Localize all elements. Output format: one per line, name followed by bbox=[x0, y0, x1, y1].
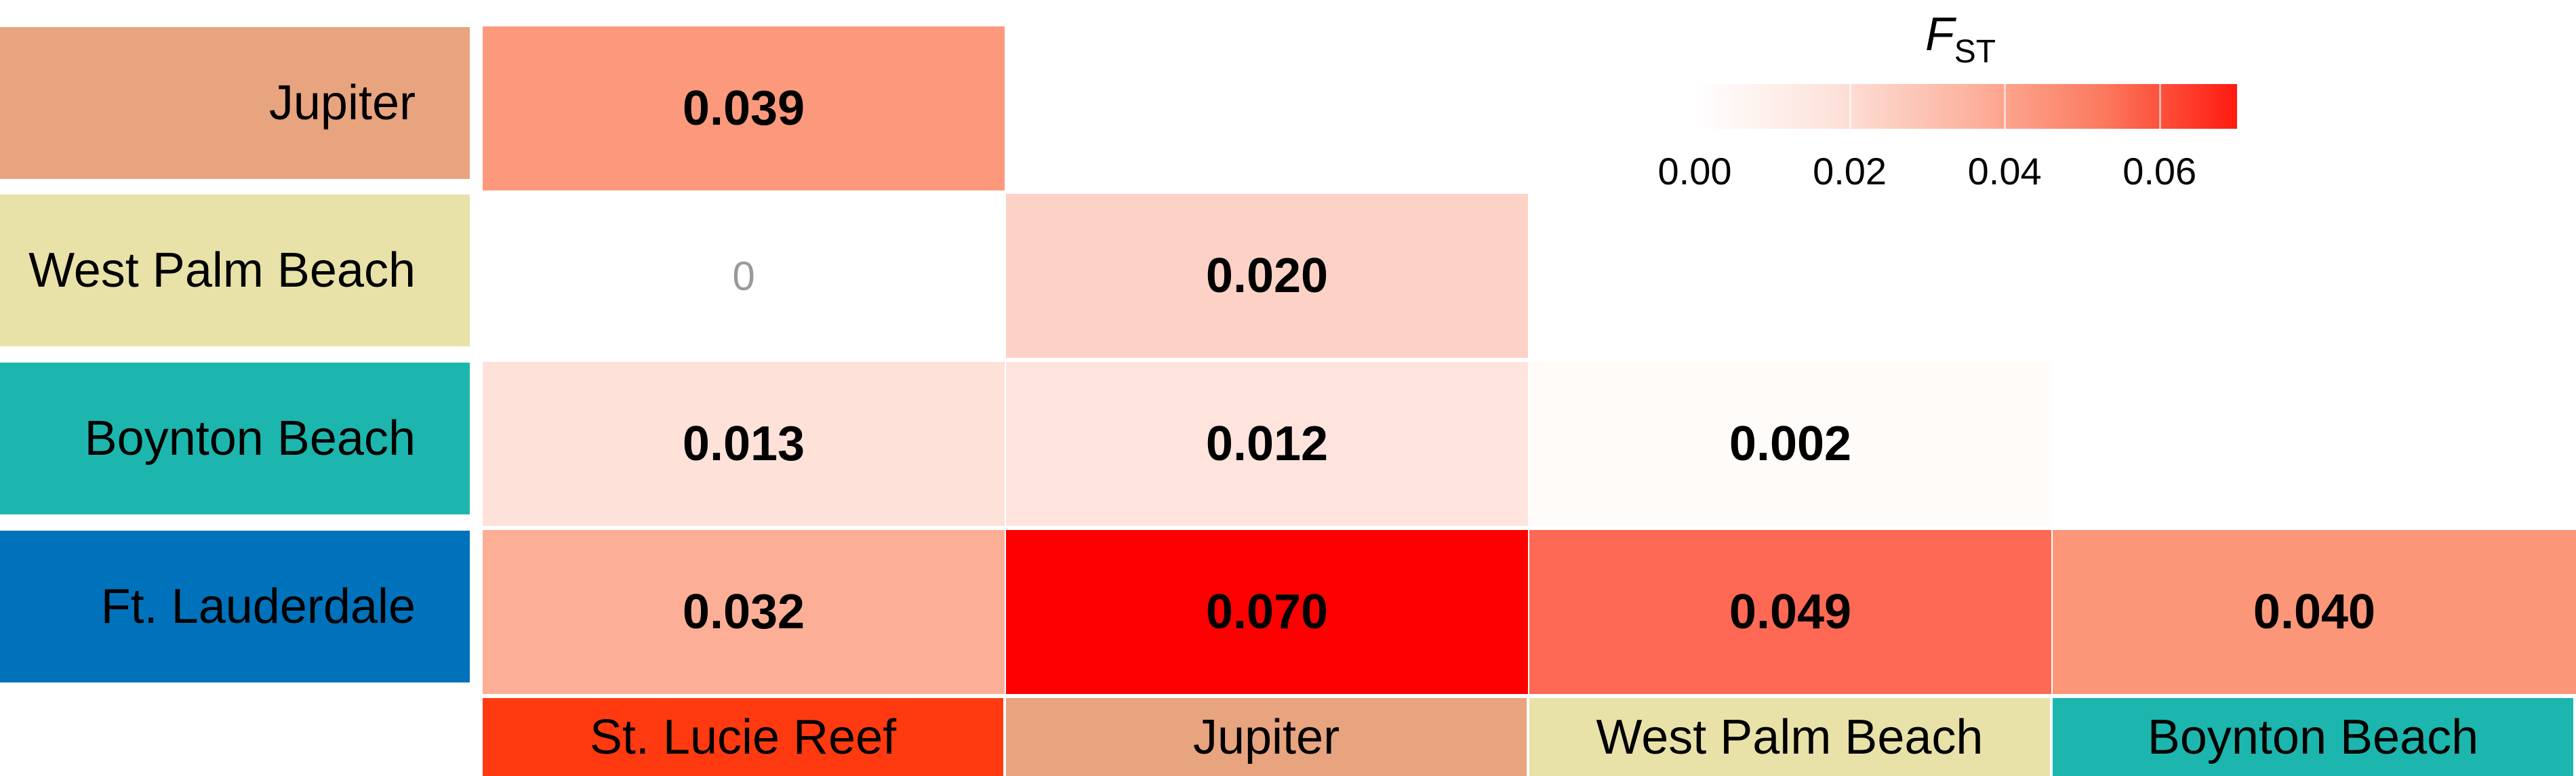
legend-tick bbox=[1694, 84, 1696, 129]
legend-title-sub: ST bbox=[1954, 34, 1996, 70]
legend-tick bbox=[1849, 84, 1851, 129]
legend-tick-label: 0.00 bbox=[1657, 150, 1732, 192]
row-label: Ft. Lauderdale bbox=[0, 531, 470, 682]
heatmap-cell: 0.012 bbox=[1006, 362, 1528, 526]
heatmap-cell: 0.039 bbox=[483, 26, 1005, 190]
row-label: West Palm Beach bbox=[0, 195, 470, 346]
legend-title-main: F bbox=[1925, 7, 1954, 60]
legend-tick-label: 0.06 bbox=[2122, 150, 2197, 192]
column-label: West Palm Beach bbox=[1529, 698, 2050, 776]
heatmap-cell: 0.049 bbox=[1529, 530, 2051, 694]
heatmap-cell: 0.002 bbox=[1529, 362, 2051, 526]
heatmap-cell: 0.070 bbox=[1006, 530, 1528, 694]
row-label: Boynton Beach bbox=[0, 363, 470, 514]
legend-title: FST bbox=[1925, 7, 1996, 70]
legend-tick-label: 0.02 bbox=[1813, 150, 1887, 192]
column-label: St. Lucie Reef bbox=[483, 698, 1003, 776]
heatmap-cell: 0.020 bbox=[1006, 194, 1528, 358]
legend-tick-label: 0.04 bbox=[1967, 150, 2042, 192]
column-label: Jupiter bbox=[1006, 698, 1527, 776]
heatmap-cell: 0 bbox=[483, 194, 1005, 358]
legend-color-bar bbox=[1695, 84, 2237, 129]
heatmap-cell: 0.013 bbox=[483, 362, 1005, 526]
column-label: Boynton Beach bbox=[2053, 698, 2573, 776]
row-label: Jupiter bbox=[0, 27, 470, 179]
legend-tick bbox=[2004, 84, 2007, 129]
heatmap-cell: 0.040 bbox=[2053, 530, 2576, 694]
legend-tick bbox=[2158, 84, 2161, 129]
heatmap-cell: 0.032 bbox=[483, 530, 1005, 694]
